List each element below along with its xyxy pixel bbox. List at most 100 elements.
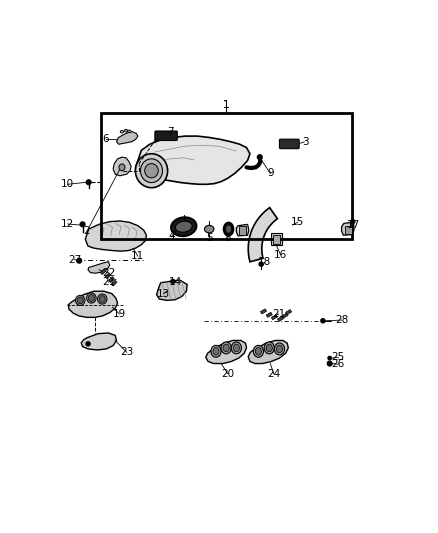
Ellipse shape	[205, 225, 214, 233]
Text: 14: 14	[169, 277, 182, 287]
Ellipse shape	[98, 294, 107, 304]
Bar	[101, 113, 352, 239]
Text: 13: 13	[157, 288, 170, 298]
Ellipse shape	[128, 130, 131, 133]
Ellipse shape	[274, 343, 285, 355]
Circle shape	[321, 319, 325, 323]
Bar	[239, 227, 246, 235]
Text: 20: 20	[221, 369, 234, 379]
Text: 3: 3	[302, 137, 309, 147]
Text: 21: 21	[272, 309, 286, 319]
Text: 15: 15	[291, 217, 304, 227]
Ellipse shape	[171, 217, 196, 236]
Text: 11: 11	[131, 251, 145, 261]
Ellipse shape	[231, 342, 241, 354]
Bar	[111, 280, 117, 286]
Ellipse shape	[141, 159, 162, 183]
Circle shape	[86, 342, 90, 346]
Text: 12: 12	[61, 219, 74, 229]
Bar	[100, 269, 106, 274]
Polygon shape	[85, 221, 146, 251]
Polygon shape	[81, 333, 117, 350]
Bar	[105, 273, 111, 279]
Ellipse shape	[233, 344, 240, 352]
Ellipse shape	[213, 348, 219, 355]
FancyBboxPatch shape	[279, 139, 299, 149]
Polygon shape	[342, 222, 354, 235]
Polygon shape	[113, 157, 131, 176]
Text: 23: 23	[120, 348, 133, 357]
Circle shape	[171, 279, 175, 284]
Ellipse shape	[175, 221, 192, 232]
Ellipse shape	[135, 154, 168, 188]
Bar	[286, 310, 292, 314]
Ellipse shape	[223, 344, 229, 352]
Ellipse shape	[211, 345, 221, 357]
Bar	[273, 235, 280, 244]
Text: 26: 26	[332, 359, 345, 369]
Text: 10: 10	[61, 179, 74, 189]
Text: 21: 21	[102, 277, 115, 287]
Ellipse shape	[99, 296, 105, 302]
Bar	[261, 309, 266, 314]
Polygon shape	[206, 341, 247, 364]
Text: 28: 28	[335, 315, 348, 325]
Circle shape	[80, 222, 85, 227]
Bar	[266, 312, 272, 317]
Bar	[277, 317, 283, 321]
Circle shape	[351, 220, 355, 224]
Ellipse shape	[145, 164, 158, 178]
Text: 7: 7	[167, 127, 173, 136]
Ellipse shape	[124, 130, 128, 132]
Ellipse shape	[266, 344, 272, 352]
Text: 2: 2	[84, 226, 90, 236]
Text: 22: 22	[102, 268, 115, 278]
Circle shape	[77, 259, 81, 263]
Text: 1: 1	[223, 100, 230, 110]
Bar	[271, 314, 277, 320]
Polygon shape	[237, 224, 249, 236]
Ellipse shape	[264, 342, 274, 354]
Ellipse shape	[87, 293, 96, 303]
Circle shape	[86, 180, 91, 184]
Bar	[345, 225, 352, 234]
Ellipse shape	[119, 164, 125, 171]
Polygon shape	[117, 132, 138, 144]
FancyBboxPatch shape	[155, 131, 177, 141]
Polygon shape	[248, 341, 288, 364]
Ellipse shape	[255, 348, 261, 355]
Ellipse shape	[77, 297, 83, 304]
Circle shape	[327, 361, 332, 366]
Ellipse shape	[75, 295, 85, 305]
Text: 25: 25	[332, 352, 345, 362]
Ellipse shape	[226, 225, 232, 233]
Polygon shape	[88, 262, 110, 273]
Polygon shape	[135, 136, 250, 184]
Text: 5: 5	[206, 233, 212, 243]
Text: 4: 4	[169, 231, 175, 241]
Text: 8: 8	[225, 233, 231, 243]
Text: 6: 6	[102, 134, 109, 144]
Bar	[109, 277, 114, 282]
Polygon shape	[156, 280, 187, 301]
Text: 9: 9	[267, 168, 274, 179]
Ellipse shape	[221, 342, 231, 354]
Polygon shape	[248, 208, 277, 262]
Text: 19: 19	[113, 309, 126, 319]
Ellipse shape	[120, 131, 124, 133]
Polygon shape	[68, 291, 117, 317]
Text: 24: 24	[267, 369, 280, 379]
Text: 17: 17	[347, 220, 360, 230]
Text: 16: 16	[274, 249, 287, 260]
Text: 27: 27	[68, 255, 81, 265]
Circle shape	[259, 262, 263, 266]
Text: 18: 18	[258, 257, 271, 268]
Circle shape	[258, 155, 262, 159]
Text: 1: 1	[223, 100, 230, 110]
Ellipse shape	[276, 345, 283, 353]
Ellipse shape	[88, 295, 95, 302]
Bar	[271, 232, 282, 245]
Circle shape	[328, 357, 332, 360]
Ellipse shape	[224, 223, 233, 236]
Bar	[282, 313, 288, 318]
